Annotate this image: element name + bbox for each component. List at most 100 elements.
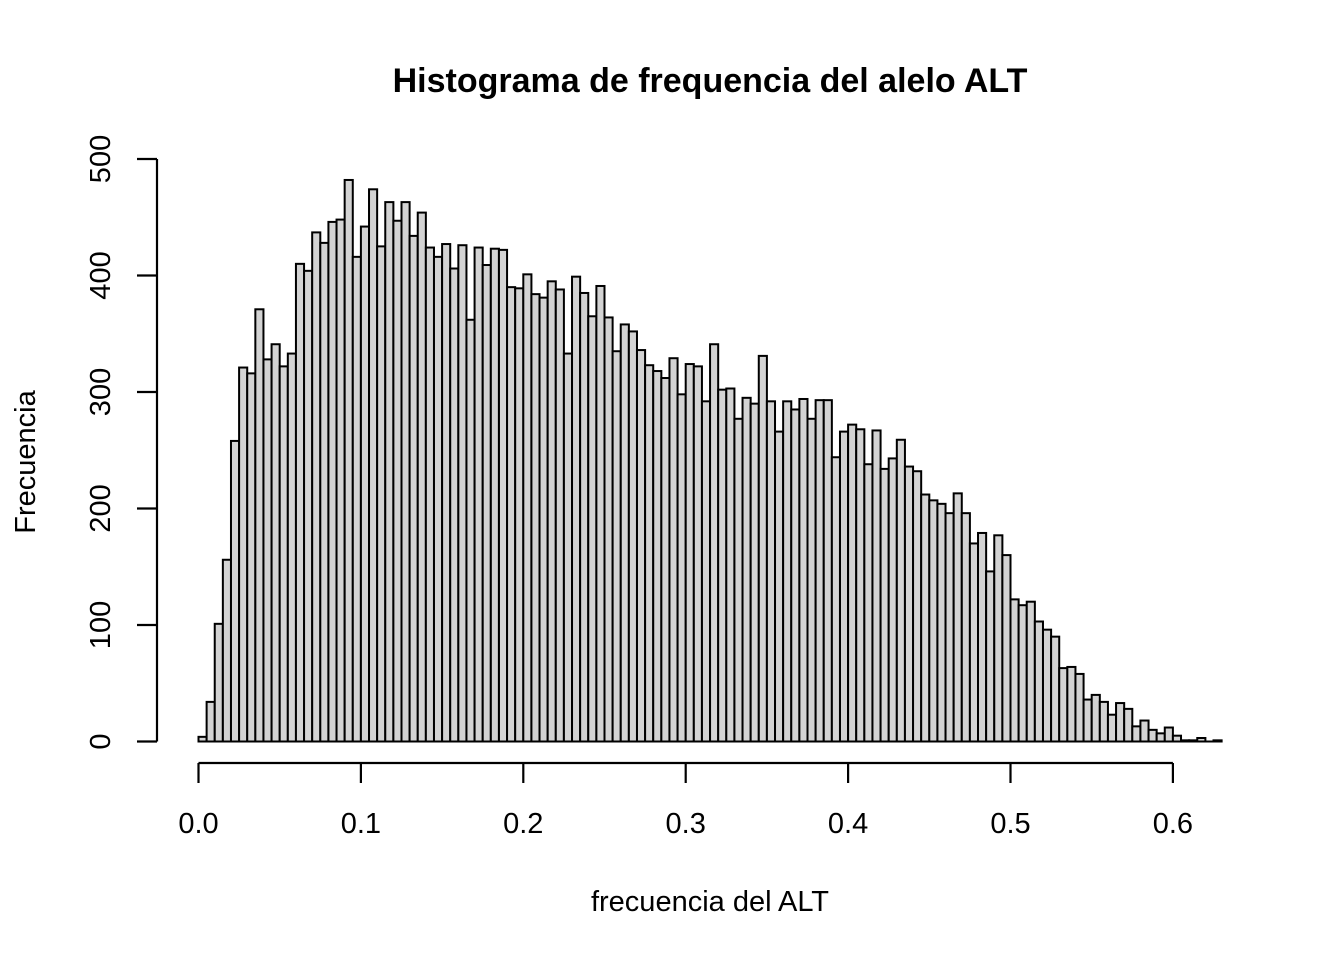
histogram-bar	[627, 330, 638, 743]
histogram-bar	[221, 558, 232, 743]
histogram-bar	[871, 429, 882, 743]
histogram-bar	[1212, 739, 1223, 743]
histogram-bar	[319, 241, 330, 743]
histogram-bar	[343, 178, 354, 743]
histogram-bar	[376, 245, 387, 743]
y-tick-label: 0	[85, 733, 117, 749]
histogram-bar	[855, 428, 866, 743]
histogram-bar	[489, 247, 500, 743]
histogram-bar	[197, 735, 208, 743]
histogram-bar	[798, 397, 809, 743]
histogram-bar	[660, 377, 671, 743]
y-axis-label: Frecuencia	[10, 389, 42, 533]
histogram-bar	[790, 408, 801, 743]
histogram-bar	[311, 231, 322, 743]
histogram-bar	[522, 273, 533, 743]
histogram-bar	[1082, 698, 1093, 743]
histogram-bar	[1017, 604, 1028, 743]
histogram-bar	[847, 423, 858, 743]
histogram-bar	[757, 354, 768, 743]
histogram-bar	[1196, 737, 1207, 743]
histogram-bar	[587, 315, 598, 743]
histogram-bar	[384, 201, 395, 743]
x-tick-label: 0.4	[828, 808, 868, 840]
histogram-bar	[619, 323, 630, 743]
histogram-bar	[863, 463, 874, 743]
histogram-bar	[595, 284, 606, 743]
histogram-bar	[246, 372, 257, 743]
histogram-bar	[936, 502, 947, 743]
histogram-bar	[977, 531, 988, 743]
histogram-bar	[1131, 725, 1142, 743]
histogram-bar	[441, 243, 452, 743]
histogram-bar	[1074, 672, 1085, 743]
histogram-bars	[197, 178, 1223, 743]
histogram-bar	[327, 220, 338, 743]
histogram-bar	[1155, 732, 1166, 743]
histogram-bar	[1050, 635, 1061, 743]
histogram-bar	[392, 219, 403, 743]
histogram-bar	[1188, 739, 1199, 743]
histogram-bar	[238, 366, 249, 743]
histogram-bar	[1041, 628, 1053, 743]
y-tick-label: 500	[85, 135, 117, 183]
histogram-bar	[473, 246, 484, 743]
histogram-bar	[749, 402, 760, 743]
histogram-bar	[554, 288, 565, 743]
histogram-bar	[668, 357, 679, 743]
histogram-bar	[1025, 600, 1036, 743]
histogram-bar	[506, 286, 517, 743]
histogram-bar	[611, 350, 622, 743]
histogram-bar	[262, 358, 273, 743]
histogram-bar	[1033, 620, 1044, 743]
histogram-bar	[1098, 700, 1109, 743]
histogram-bar	[912, 470, 923, 743]
histogram-bar	[920, 493, 931, 743]
histogram-bar	[416, 211, 427, 743]
histogram-bar	[879, 467, 890, 743]
histogram-bar	[985, 570, 996, 743]
histogram-bar	[838, 430, 850, 743]
histogram-bar	[408, 234, 419, 743]
histogram-bar	[1090, 693, 1101, 743]
histogram-bar	[294, 262, 306, 743]
x-tick-label: 0.2	[503, 808, 543, 840]
histogram-bar	[481, 264, 492, 743]
x-axis: 0.0 0.1 0.2 0.3 0.4 0.5 0.6	[178, 761, 1193, 840]
histogram-bar	[303, 269, 314, 743]
y-tick-label: 300	[85, 368, 117, 416]
x-tick-label: 0.5	[990, 808, 1030, 840]
histogram-bar	[700, 400, 712, 743]
y-axis: 0 100 200 300 400 500	[85, 135, 159, 750]
histogram-bar	[254, 308, 265, 743]
histogram-bar	[530, 293, 541, 743]
histogram-bar	[457, 244, 468, 743]
histogram-bar	[449, 267, 460, 743]
histogram-bar	[400, 201, 411, 743]
histogram-bar	[1009, 598, 1020, 743]
histogram-bar	[814, 399, 825, 743]
histogram-bar	[717, 388, 728, 743]
histogram-bar	[1180, 739, 1191, 743]
histogram-bar	[351, 255, 362, 743]
histogram-bar	[213, 622, 224, 743]
histogram-bar	[571, 275, 582, 743]
histogram-bar	[741, 396, 752, 743]
histogram-bar	[733, 417, 744, 743]
histogram-bar	[1139, 719, 1150, 743]
histogram-bar	[603, 316, 614, 743]
histogram-bar	[952, 492, 963, 743]
histogram-bar	[432, 255, 444, 743]
histogram-bar	[546, 280, 557, 743]
x-tick-label: 0.6	[1153, 808, 1193, 840]
histogram-bar	[968, 542, 980, 743]
histogram-bar	[278, 365, 289, 743]
histogram-bar	[887, 457, 898, 743]
histogram-bar	[635, 349, 647, 743]
histogram-bar	[644, 364, 655, 743]
histogram-bar	[368, 188, 379, 743]
histogram-bar	[497, 248, 509, 743]
histogram-bar	[286, 352, 297, 743]
histogram-bar	[1171, 734, 1183, 743]
